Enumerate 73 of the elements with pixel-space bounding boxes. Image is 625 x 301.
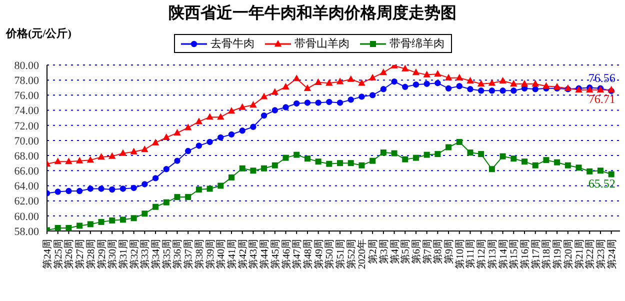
y-tick-label: 60.00	[14, 210, 40, 223]
x-tick-label: 第30周	[106, 239, 119, 269]
x-tick-label: 第13周	[486, 239, 498, 269]
x-tick-label: 第23周	[594, 239, 607, 269]
legend-label: 带骨绵羊肉	[388, 37, 444, 51]
x-tick-label: 第52周	[345, 239, 358, 269]
x-tick-label: 第50周	[324, 239, 336, 269]
x-tick-label: 第37周	[182, 239, 195, 269]
x-tick-label: 第28周	[84, 239, 97, 269]
x-tick-label: 第21周	[573, 239, 586, 269]
y-axis-title: 价格(元/公斤)	[6, 26, 72, 41]
x-tick-label: 第11周	[464, 239, 477, 269]
y-tick-label: 66.00	[14, 166, 40, 178]
x-tick-label: 第25周	[52, 239, 64, 269]
x-tick-label: 第3周	[378, 239, 390, 264]
x-tick-label: 第32周	[128, 239, 140, 269]
legend-label: 去骨牛肉	[210, 37, 254, 51]
x-tick-label: 第35周	[160, 239, 173, 269]
x-tick-label: 第12周	[476, 239, 488, 269]
y-tick-label: 72.00	[14, 120, 40, 132]
x-tick-label: 第42周	[236, 239, 249, 269]
x-tick-label: 第40周	[215, 239, 228, 269]
x-tick-label: 第9周	[443, 239, 456, 264]
y-tick-label: 80.00	[14, 60, 40, 72]
y-tick-label: 58.00	[14, 226, 40, 238]
y-tick-label: 76.00	[14, 90, 40, 102]
x-tick-label: 第44周	[258, 239, 271, 269]
y-tick-label: 70.00	[14, 135, 40, 148]
x-tick-label: 第41周	[226, 239, 238, 269]
x-tick-label: 第22周	[584, 239, 596, 269]
x-tick-label: 第34周	[150, 239, 162, 269]
x-tick-label: 第14周	[497, 239, 510, 269]
legend-label: 带骨山羊肉	[294, 37, 350, 51]
y-tick-label: 78.00	[14, 74, 40, 87]
data-label: 76.71	[588, 92, 616, 106]
y-tick-label: 64.00	[14, 180, 40, 193]
x-tick-label: 第24周	[42, 239, 54, 269]
x-tick-label: 第33周	[139, 239, 152, 269]
x-tick-label: 第31周	[117, 239, 130, 269]
x-tick-label: 第2周	[367, 239, 380, 264]
x-tick-label: 第5周	[400, 239, 412, 264]
x-tick-label: 第39周	[204, 239, 216, 269]
x-tick-label: 第16周	[519, 239, 531, 269]
x-tick-label: 第18周	[540, 239, 553, 269]
data-label: 76.56	[588, 70, 616, 85]
x-tick-label: 第49周	[312, 239, 325, 269]
x-tick-label: 第24周	[606, 239, 618, 269]
x-tick-label: 第26周	[63, 239, 76, 269]
x-tick-label: 2020年	[356, 239, 368, 269]
x-tick-label: 第7周	[421, 239, 434, 264]
x-tick-label: 第38周	[193, 239, 206, 269]
x-tick-label: 第29周	[96, 239, 108, 269]
x-tick-label: 第36周	[172, 239, 184, 269]
x-tick-label: 第17周	[530, 239, 542, 269]
x-tick-label: 第10周	[454, 239, 466, 269]
x-tick-label: 第51周	[334, 239, 347, 269]
x-tick-label: 第46周	[280, 239, 292, 269]
y-tick-label: 62.00	[14, 196, 40, 208]
x-tick-label: 第4周	[388, 239, 401, 264]
x-tick-label: 第45周	[269, 239, 282, 269]
x-tick-label: 第8周	[432, 239, 444, 264]
x-tick-label: 第15周	[508, 239, 520, 269]
y-tick-label: 74.00	[14, 105, 40, 118]
chart-title: 陕西省近一年牛肉和羊肉价格周度走势图	[168, 3, 458, 24]
x-tick-label: 第20周	[562, 239, 574, 269]
x-tick-label: 第27周	[74, 239, 86, 269]
x-tick-label: 第48周	[302, 239, 314, 269]
y-tick-label: 68.00	[14, 150, 40, 162]
data-label: 65.52	[588, 176, 616, 190]
x-tick-label: 第47周	[291, 239, 304, 269]
x-tick-label: 第19周	[552, 239, 564, 269]
x-tick-label: 第43周	[248, 239, 260, 269]
x-tick-label: 第6周	[410, 239, 422, 264]
